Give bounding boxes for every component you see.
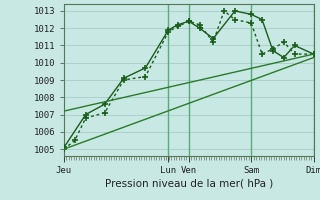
X-axis label: Pression niveau de la mer( hPa ): Pression niveau de la mer( hPa ) [105, 178, 273, 188]
